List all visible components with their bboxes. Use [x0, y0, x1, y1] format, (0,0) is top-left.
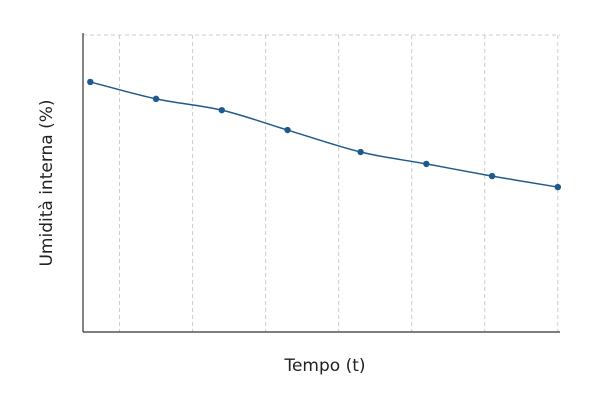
point — [152, 95, 160, 103]
point — [218, 106, 225, 114]
point — [357, 148, 364, 156]
x-axis-label: Tempo (t) — [283, 356, 365, 376]
point — [87, 78, 94, 86]
line — [90, 81, 558, 188]
point — [284, 126, 291, 134]
point — [423, 160, 430, 168]
point — [488, 172, 496, 180]
point — [554, 183, 562, 191]
y-axis-label: Umidità interna (%) — [37, 99, 57, 266]
